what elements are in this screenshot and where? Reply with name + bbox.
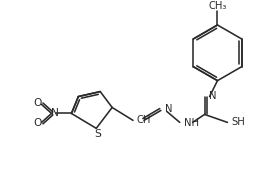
Text: N: N (208, 91, 216, 100)
Text: N: N (51, 108, 59, 118)
Text: N: N (165, 104, 172, 114)
Text: O: O (34, 98, 42, 108)
Text: S: S (94, 129, 101, 139)
Text: SH: SH (231, 117, 245, 127)
Text: O: O (34, 118, 42, 128)
Text: NH: NH (184, 118, 199, 128)
Text: CH: CH (136, 115, 150, 125)
Text: CH₃: CH₃ (208, 1, 227, 11)
